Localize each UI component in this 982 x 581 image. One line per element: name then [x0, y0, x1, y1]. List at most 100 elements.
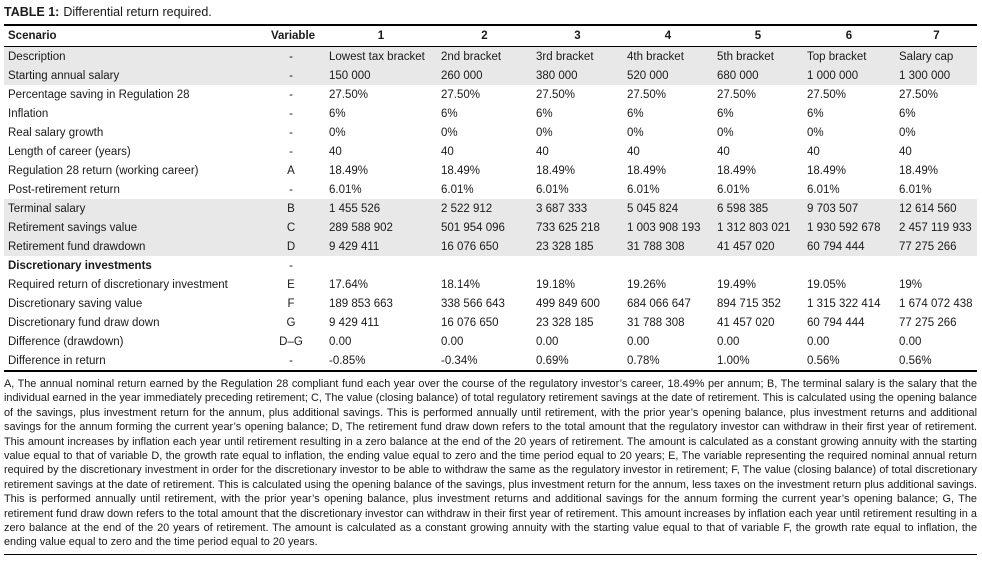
value-cell: 27.50%: [899, 88, 939, 101]
value-cell: 18.49%: [627, 164, 667, 177]
value-cell: 2 457 119 933: [894, 218, 977, 237]
differential-return-table: Scenario Variable 1 2 3 4 5 6 7 Descript…: [4, 24, 977, 372]
value-cell: 6%: [627, 107, 644, 120]
table-row: Retirement savings value C 289 588 902 501 …: [4, 218, 977, 237]
column-header-7: 7: [894, 25, 977, 47]
value-cell: 894 715 352: [717, 297, 781, 310]
variable-cell: -: [289, 107, 293, 120]
table-row: Length of career (years) - 40 40 40 40 40 40 40: [4, 142, 977, 161]
value-cell: 733 625 218: [531, 218, 622, 237]
value-cell: 6%: [329, 107, 346, 120]
value-cell: 1 000 000: [802, 66, 894, 85]
variable-cell: G: [286, 316, 296, 329]
value-cell: 27.50%: [717, 88, 757, 101]
table-row: Discretionary saving value F 189 853 663 33…: [4, 294, 977, 313]
row-label: Description: [4, 46, 260, 66]
variable-cell: B: [260, 199, 324, 218]
value-cell: 9 429 411: [324, 237, 436, 256]
value-cell: 77 275 266: [899, 316, 957, 329]
value-cell: 189 853 663: [329, 297, 393, 310]
value-cell: 16 076 650: [436, 237, 531, 256]
row-label: Percentage saving in Regulation 28: [8, 88, 190, 101]
value-cell: 6.01%: [536, 183, 569, 196]
row-label: Discretionary saving value: [8, 297, 143, 310]
value-cell: 5 045 824: [622, 199, 712, 218]
value-cell: 40: [329, 145, 342, 158]
variable-cell: -: [289, 259, 293, 272]
value-cell: 77 275 266: [894, 237, 977, 256]
variable-cell: E: [287, 278, 295, 291]
value-cell: 1 930 592 678: [802, 218, 894, 237]
table-caption: TABLE 1: Differential return required.: [4, 4, 977, 20]
value-cell: 1 300 000: [894, 66, 977, 85]
row-label: Retirement savings value: [4, 218, 260, 237]
value-cell: 18.49%: [329, 164, 369, 177]
row-label: Inflation: [8, 107, 49, 120]
column-header-variable: Variable: [260, 25, 324, 47]
value-cell: 0.00: [807, 335, 830, 348]
table-row: Retirement fund drawdown D 9 429 411 16 076…: [4, 237, 977, 256]
table-row: Discretionary fund draw down G 9 429 411 16…: [4, 313, 977, 332]
column-header-2: 2: [436, 25, 531, 47]
value-cell: 1 455 526: [324, 199, 436, 218]
value-cell: 19%: [899, 278, 923, 291]
table-row: Inflation - 6% 6% 6% 6% 6% 6% 6%: [4, 104, 977, 123]
value-cell: 19.18%: [536, 278, 576, 291]
value-cell: 23 328 185: [536, 316, 594, 329]
value-cell: 0.00: [717, 335, 740, 348]
value-cell: 0.00: [627, 335, 650, 348]
value-cell: 41 457 020: [712, 237, 802, 256]
value-cell: 0%: [329, 126, 346, 139]
value-cell: 380 000: [531, 66, 622, 85]
value-cell: [436, 256, 531, 275]
value-cell: Salary cap: [894, 46, 977, 66]
variable-cell: -: [260, 46, 324, 66]
value-cell: 31 788 308: [627, 316, 685, 329]
value-cell: 150 000: [324, 66, 436, 85]
value-cell: 60 794 444: [802, 237, 894, 256]
value-cell: 0%: [441, 126, 458, 139]
value-cell: 4th bracket: [622, 46, 712, 66]
value-cell: 0%: [627, 126, 644, 139]
value-cell: -0.85%: [329, 354, 366, 367]
value-cell: 0%: [717, 126, 734, 139]
value-cell: 1 312 803 021: [712, 218, 802, 237]
row-label: Retirement fund drawdown: [4, 237, 260, 256]
value-cell: 501 954 096: [436, 218, 531, 237]
variable-cell: A: [287, 164, 295, 177]
value-cell: 6.01%: [627, 183, 660, 196]
value-cell: 0.00: [329, 335, 352, 348]
table-row: Percentage saving in Regulation 28 - 27.50…: [4, 85, 977, 104]
value-cell: [894, 256, 977, 275]
value-cell: 1 003 908 193: [622, 218, 712, 237]
value-cell: 18.14%: [441, 278, 481, 291]
table-row: Post-retirement return - 6.01% 6.01% 6.01% 6.…: [4, 180, 977, 199]
variable-cell: -: [289, 126, 293, 139]
value-cell: 40: [717, 145, 730, 158]
value-cell: 6.01%: [899, 183, 932, 196]
value-cell: 260 000: [436, 66, 531, 85]
value-cell: 1 315 322 414: [807, 297, 881, 310]
value-cell: 9 429 411: [329, 316, 380, 329]
value-cell: 3rd bracket: [531, 46, 622, 66]
value-cell: 12 614 560: [894, 199, 977, 218]
variable-cell: D: [260, 237, 324, 256]
table-caption-label: TABLE 1:: [4, 5, 60, 19]
value-cell: 0%: [807, 126, 824, 139]
value-cell: 499 849 600: [536, 297, 600, 310]
value-cell: 2nd bracket: [436, 46, 531, 66]
value-cell: 27.50%: [441, 88, 481, 101]
value-cell: 6%: [441, 107, 458, 120]
table-row: Difference in return - -0.85% -0.34% 0.69% 0.…: [4, 351, 977, 371]
value-cell: 1 674 072 438: [899, 297, 973, 310]
value-cell: 40: [899, 145, 912, 158]
table-figure: TABLE 1: Differential return required. Sc…: [4, 4, 977, 555]
row-label: Post-retirement return: [8, 183, 120, 196]
value-cell: 31 788 308: [622, 237, 712, 256]
value-cell: 40: [441, 145, 454, 158]
value-cell: 6%: [807, 107, 824, 120]
value-cell: 60 794 444: [807, 316, 865, 329]
value-cell: 6.01%: [807, 183, 840, 196]
value-cell: 6%: [899, 107, 916, 120]
value-cell: [802, 256, 894, 275]
